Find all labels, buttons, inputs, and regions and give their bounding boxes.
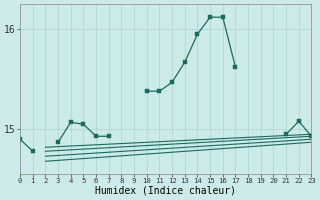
X-axis label: Humidex (Indice chaleur): Humidex (Indice chaleur) [95,186,236,196]
